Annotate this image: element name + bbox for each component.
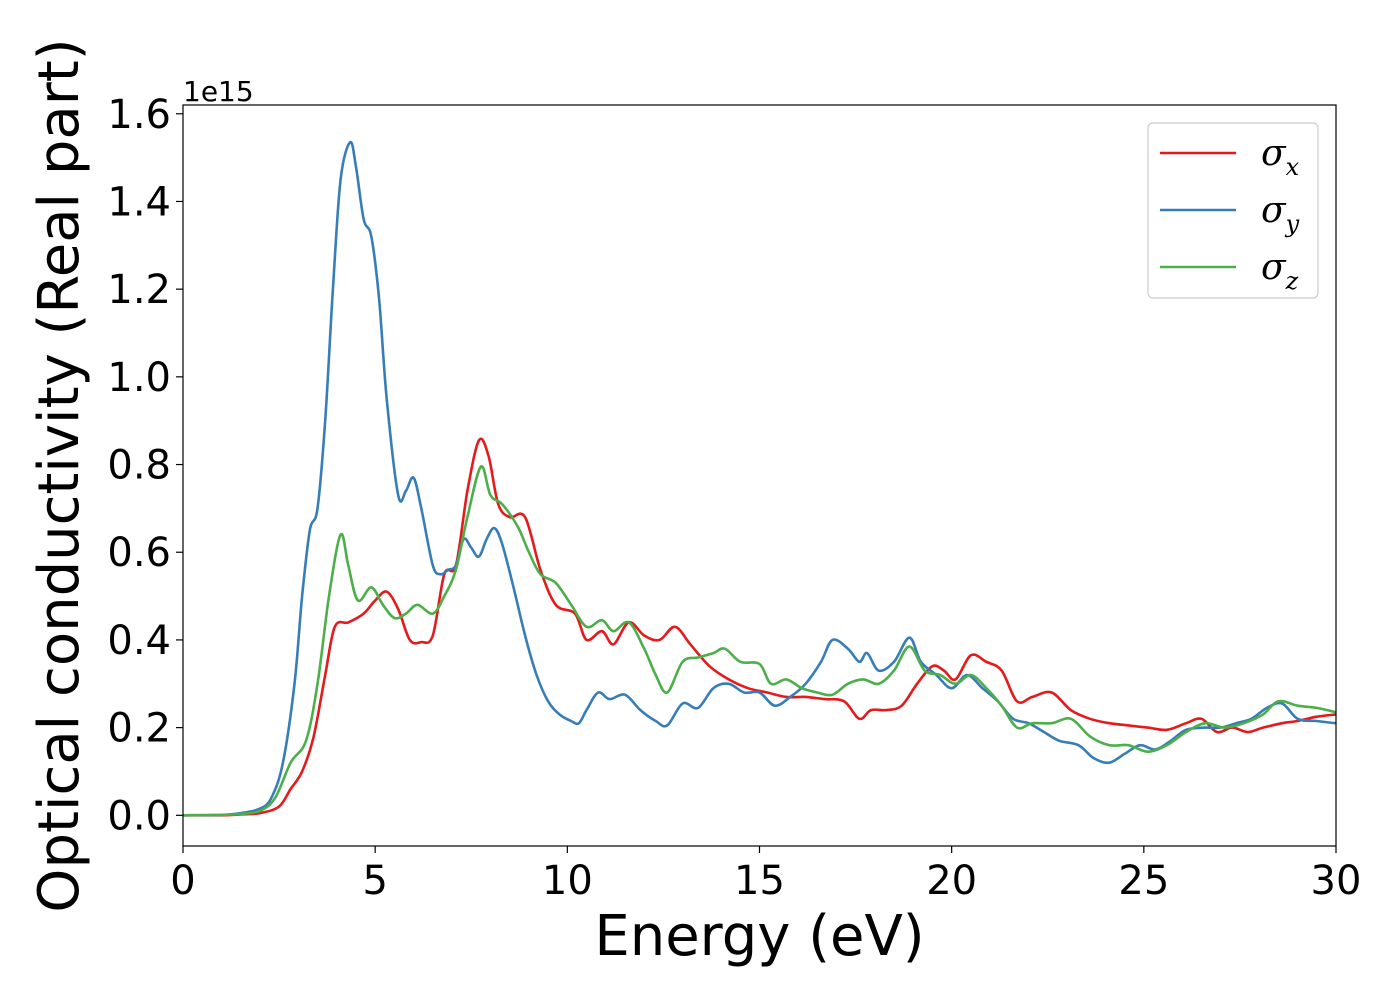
x-axis: 0 5 10 15 20 25 30 — [170, 846, 1361, 904]
series-line-z — [183, 465, 1336, 817]
y-axis: 0.0 0.2 0.4 0.6 0.8 1.0 1.2 1.4 1.6 — [107, 92, 183, 839]
y-tick-label: 1.4 — [107, 179, 171, 225]
series-line-x — [183, 437, 1336, 817]
x-tick-label: 5 — [362, 858, 387, 904]
y-tick-label: 1.2 — [107, 267, 171, 313]
y-tick-label: 0.2 — [107, 706, 171, 752]
y-tick-label: 1.0 — [107, 355, 171, 401]
x-tick-label: 30 — [1311, 858, 1362, 904]
y-axis-title: Optical conductivity (Real part) — [27, 38, 92, 912]
legend-label-z: σz — [1261, 247, 1299, 295]
x-tick-label: 20 — [926, 858, 977, 904]
series-line-y — [183, 140, 1336, 817]
y-tick-label: 1.6 — [107, 92, 171, 138]
legend-label-y: σy — [1261, 190, 1300, 238]
x-tick-label: 25 — [1118, 858, 1169, 904]
x-tick-label: 10 — [542, 858, 593, 904]
y-tick-label: 0.8 — [107, 443, 171, 489]
y-axis-offset-label: 1e15 — [183, 75, 254, 108]
y-tick-label: 0.6 — [107, 530, 171, 576]
y-tick-label: 0.0 — [107, 793, 171, 839]
series-layer — [183, 140, 1336, 817]
legend: σx σy σz — [1147, 122, 1319, 299]
x-axis-title: Energy (eV) — [594, 904, 924, 969]
x-tick-label: 0 — [170, 858, 195, 904]
y-tick-label: 0.4 — [107, 618, 171, 664]
legend-label-x: σx — [1261, 133, 1300, 181]
x-tick-label: 15 — [734, 858, 785, 904]
